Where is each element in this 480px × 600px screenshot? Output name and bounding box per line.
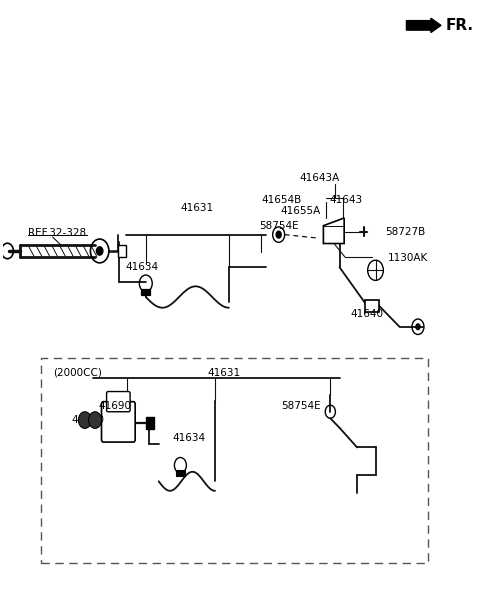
Text: 41643A: 41643A: [299, 173, 339, 183]
Text: 58754E: 58754E: [281, 401, 321, 411]
Circle shape: [89, 412, 101, 428]
Text: 41634: 41634: [172, 433, 205, 443]
Text: 58727B: 58727B: [385, 227, 426, 237]
Text: 41640: 41640: [351, 308, 384, 319]
Text: FR.: FR.: [445, 18, 474, 33]
Circle shape: [96, 247, 103, 255]
Text: 41690: 41690: [98, 401, 132, 411]
Text: 41654B: 41654B: [262, 195, 302, 205]
Text: 41634: 41634: [125, 262, 158, 272]
Text: 41631: 41631: [180, 203, 213, 213]
Text: 41680: 41680: [71, 415, 104, 425]
Text: REF.32-328: REF.32-328: [28, 228, 86, 238]
FancyBboxPatch shape: [146, 417, 154, 429]
Text: 41643: 41643: [330, 195, 363, 205]
Text: 58754E: 58754E: [259, 221, 299, 230]
Circle shape: [415, 323, 421, 331]
FancyBboxPatch shape: [107, 392, 130, 412]
FancyBboxPatch shape: [101, 401, 135, 442]
Circle shape: [276, 230, 282, 239]
FancyBboxPatch shape: [365, 300, 379, 312]
FancyBboxPatch shape: [141, 289, 150, 295]
FancyBboxPatch shape: [118, 245, 126, 257]
Text: 41655A: 41655A: [280, 206, 321, 216]
Text: 1130AK: 1130AK: [388, 253, 428, 263]
Text: (2000CC): (2000CC): [54, 368, 102, 377]
FancyBboxPatch shape: [176, 470, 185, 476]
Text: 41631: 41631: [208, 368, 241, 377]
Circle shape: [78, 412, 91, 428]
FancyArrow shape: [407, 18, 441, 32]
